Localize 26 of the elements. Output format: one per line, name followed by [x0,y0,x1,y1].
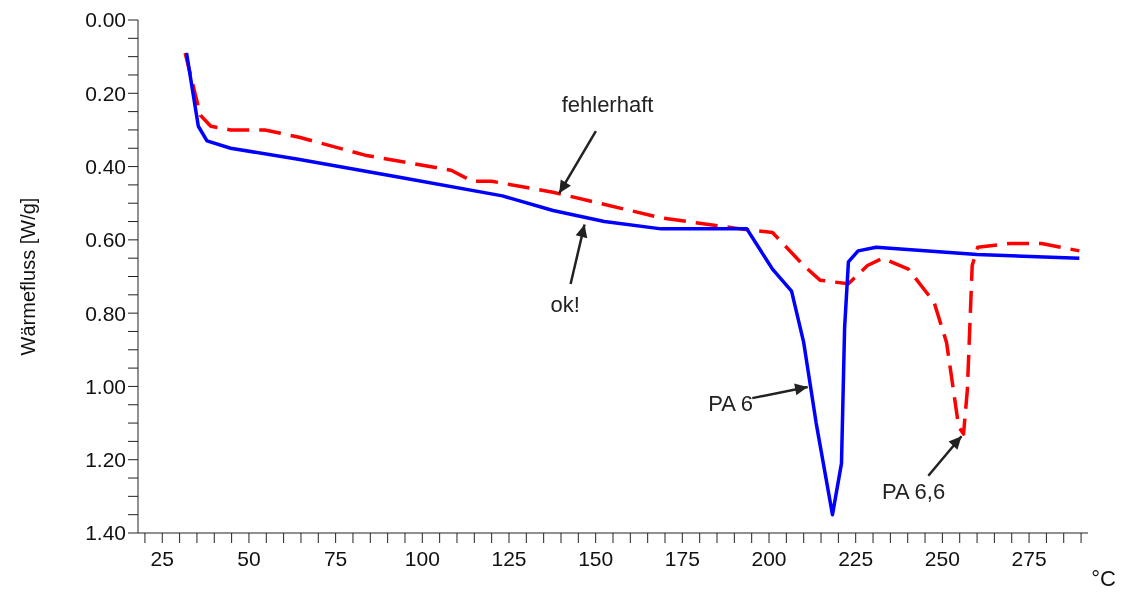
x-tick-label: 50 [237,546,261,570]
line-series [184,51,1082,517]
x-tick-label: 275 [1011,546,1047,570]
x-tick-label: 200 [751,546,787,570]
y-tick-label: 0.00 [85,8,126,32]
x-tick-label: 100 [404,546,440,570]
x-tick-label: 175 [664,546,700,570]
x-tick-label: 225 [838,546,874,570]
annotation: PA 6 [708,391,754,417]
y-tick-label: 0.20 [85,81,126,105]
annotation: fehlerhaft [561,91,654,117]
x-tick-label: 250 [924,546,960,570]
y-tick-label: 0.40 [85,155,126,179]
y-axis-title: Wärmefluss [W/g] [17,197,40,356]
x-tick-label: 75 [323,546,348,570]
y-tick-label: 1.20 [85,448,126,472]
y-tick-label: 0.80 [85,301,126,325]
x-tick-label: 150 [578,546,614,570]
x-tick-label: 125 [491,546,527,570]
y-tick-label: 0.60 [85,228,126,252]
annotation: ok! [550,291,580,317]
y-tick-label: 1.00 [85,374,126,398]
x-axis-title: °C [1091,566,1117,591]
y-tick-label: 1.40 [85,521,126,545]
annotation: PA 6,6 [881,479,946,505]
x-tick-label: 25 [150,546,174,570]
